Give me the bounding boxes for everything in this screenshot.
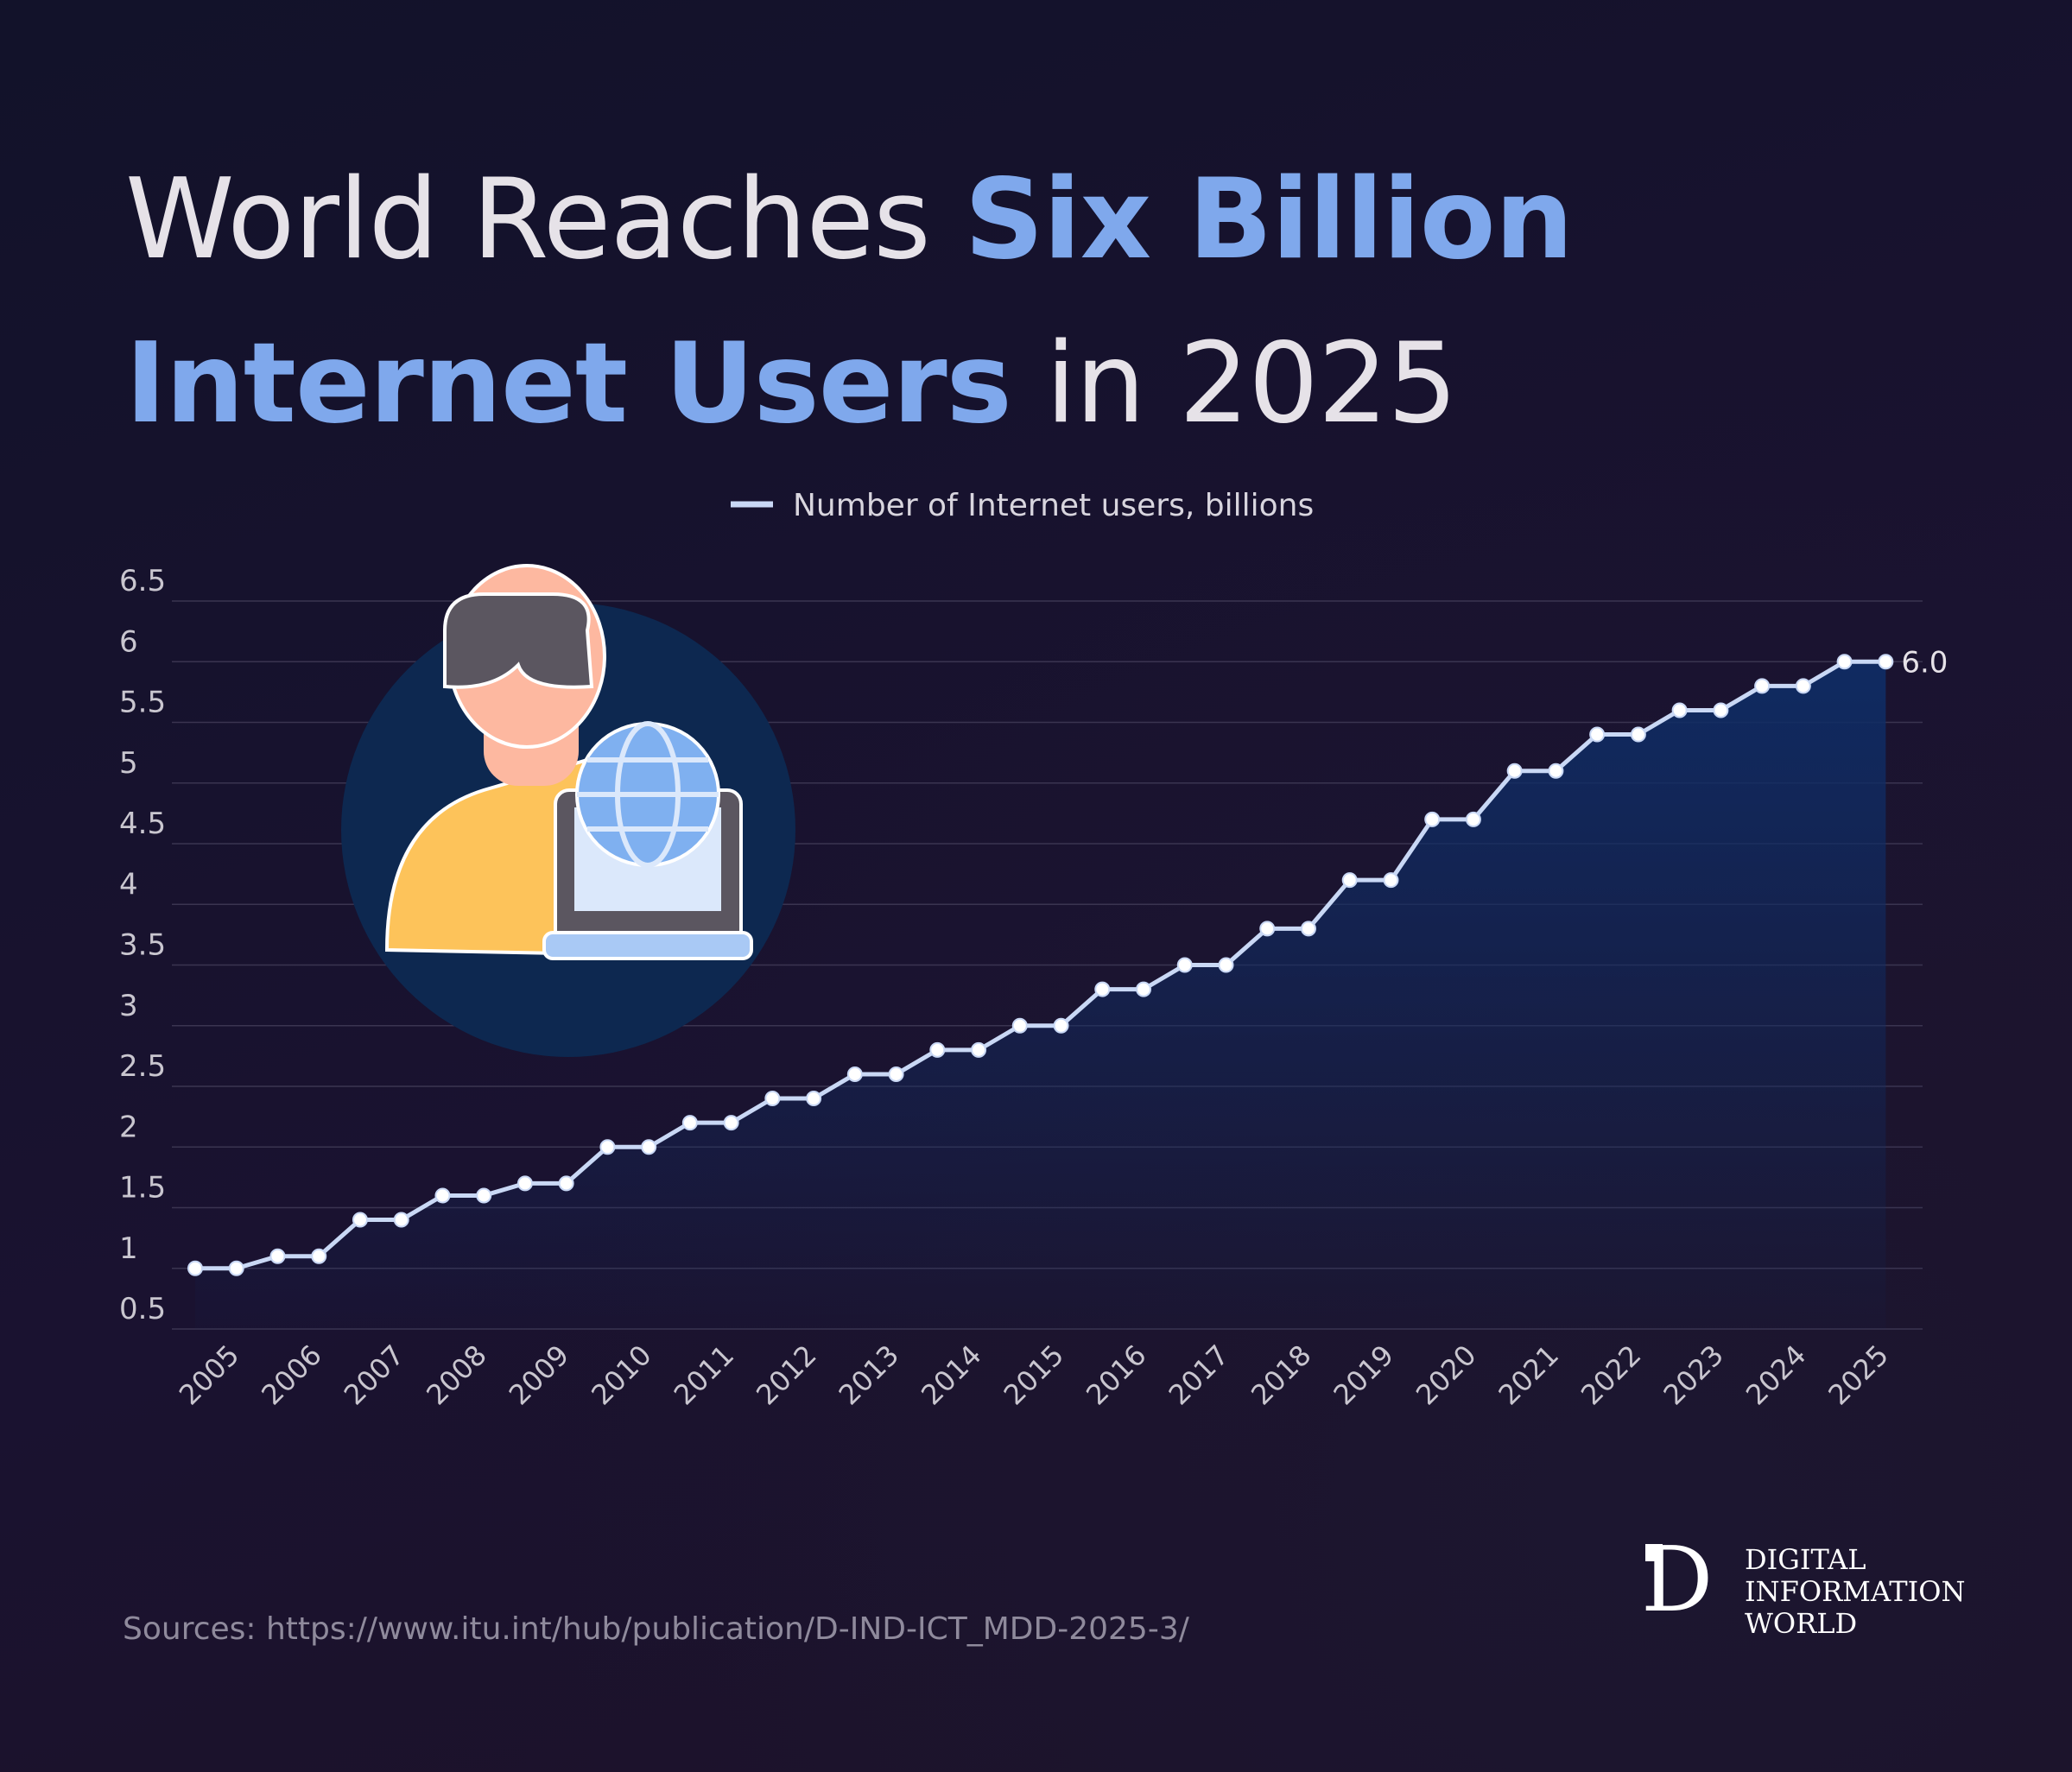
x-tick-label: 2017: [1163, 1338, 1235, 1411]
title-part: in 2025: [1045, 320, 1458, 448]
x-tick-label: 2010: [585, 1338, 657, 1411]
title-part: Six Billion Internet Users: [125, 155, 1574, 448]
x-tick-label: 2013: [833, 1338, 905, 1411]
x-tick-label: 2011: [668, 1338, 740, 1411]
point: [269, 1248, 286, 1264]
point: [599, 1139, 616, 1155]
chart-title: World Reaches Six Billion Internet Users…: [125, 138, 2025, 466]
y-tick-label: 6.5: [119, 564, 166, 598]
icon-base: [542, 931, 753, 960]
point: [681, 1115, 698, 1131]
x-tick-label: 2014: [915, 1338, 987, 1411]
x-tick-label: 2022: [1575, 1338, 1647, 1411]
y-tick-label: 4.5: [119, 807, 166, 841]
point: [352, 1212, 368, 1228]
x-tick-label: 2025: [1822, 1338, 1894, 1411]
x-tick-label: 2023: [1657, 1338, 1730, 1411]
logo-text: INFORMATION: [1745, 1575, 1966, 1608]
y-tick-label: 2: [119, 1110, 138, 1144]
point: [311, 1248, 327, 1264]
point: [1383, 872, 1399, 889]
point: [929, 1041, 946, 1058]
icon-body: [384, 757, 607, 957]
title-part: World Reaches: [125, 155, 931, 284]
x-tick-label: 2018: [1245, 1338, 1317, 1411]
y-tick-label: 5.5: [119, 686, 166, 720]
y-tick-label: 1: [119, 1231, 138, 1266]
x-tick-label: 2005: [173, 1338, 245, 1411]
point: [1548, 763, 1564, 779]
point: [806, 1091, 822, 1107]
point: [1589, 726, 1606, 743]
point: [1795, 678, 1811, 694]
y-tick-label: 2.5: [119, 1049, 166, 1084]
x-tick-label: 2006: [255, 1338, 327, 1411]
y-tick-label: 6: [119, 624, 138, 659]
illustration: [341, 564, 795, 1057]
point: [393, 1212, 409, 1228]
point: [641, 1139, 657, 1155]
point: [1424, 811, 1441, 827]
point: [228, 1260, 244, 1276]
logo-square: [1645, 1544, 1663, 1561]
y-tick-label: 0.5: [119, 1292, 166, 1326]
point: [1011, 1017, 1028, 1034]
point: [1136, 981, 1152, 997]
point: [846, 1066, 863, 1082]
logo-mark: D: [1641, 1527, 1713, 1632]
x-tick-label: 2009: [503, 1338, 575, 1411]
logo-text: WORLD: [1745, 1607, 1857, 1640]
x-tick-label: 2024: [1739, 1338, 1812, 1411]
point: [434, 1187, 451, 1204]
point: [1878, 654, 1894, 670]
x-tick-label: 2021: [1492, 1338, 1565, 1411]
point: [971, 1041, 987, 1058]
point: [1630, 726, 1646, 743]
point: [558, 1175, 574, 1192]
x-tick-label: 2016: [1080, 1338, 1152, 1411]
point: [476, 1187, 492, 1204]
icon-hair: [443, 592, 594, 689]
area: [195, 661, 1886, 1329]
point: [1176, 957, 1193, 973]
point: [1506, 763, 1523, 779]
point: [1053, 1017, 1069, 1034]
point: [764, 1091, 781, 1107]
x-tick-label: 2015: [998, 1338, 1070, 1411]
point: [1341, 872, 1358, 889]
point: [187, 1260, 203, 1276]
x-tick-label: 2019: [1327, 1338, 1400, 1411]
point: [1218, 957, 1234, 973]
point: [516, 1175, 533, 1192]
point: [1754, 678, 1771, 694]
y-tick-label: 5: [119, 746, 138, 781]
y-tick-label: 1.5: [119, 1171, 166, 1206]
point: [1300, 921, 1316, 937]
value-label: 6.0: [1901, 645, 1948, 680]
point: [1713, 702, 1729, 718]
x-tick-label: 2008: [420, 1338, 492, 1411]
x-tick-label: 2020: [1410, 1338, 1482, 1411]
x-tick-label: 2007: [338, 1338, 410, 1411]
point: [1836, 654, 1853, 670]
legend-label: Number of Internet users, billions: [793, 488, 1314, 523]
point: [888, 1066, 904, 1082]
x-tick-label: 2012: [750, 1338, 822, 1411]
point: [1259, 921, 1276, 937]
y-tick-label: 4: [119, 867, 138, 902]
point: [1094, 981, 1111, 997]
point: [1465, 811, 1481, 827]
y-tick-label: 3: [119, 989, 138, 1023]
point: [723, 1115, 739, 1131]
point: [1671, 702, 1688, 718]
logo-text: DIGITAL: [1745, 1543, 1866, 1576]
source: Sources: https://www.itu.int/hub/publica…: [123, 1611, 1190, 1647]
y-tick-label: 3.5: [119, 928, 166, 963]
